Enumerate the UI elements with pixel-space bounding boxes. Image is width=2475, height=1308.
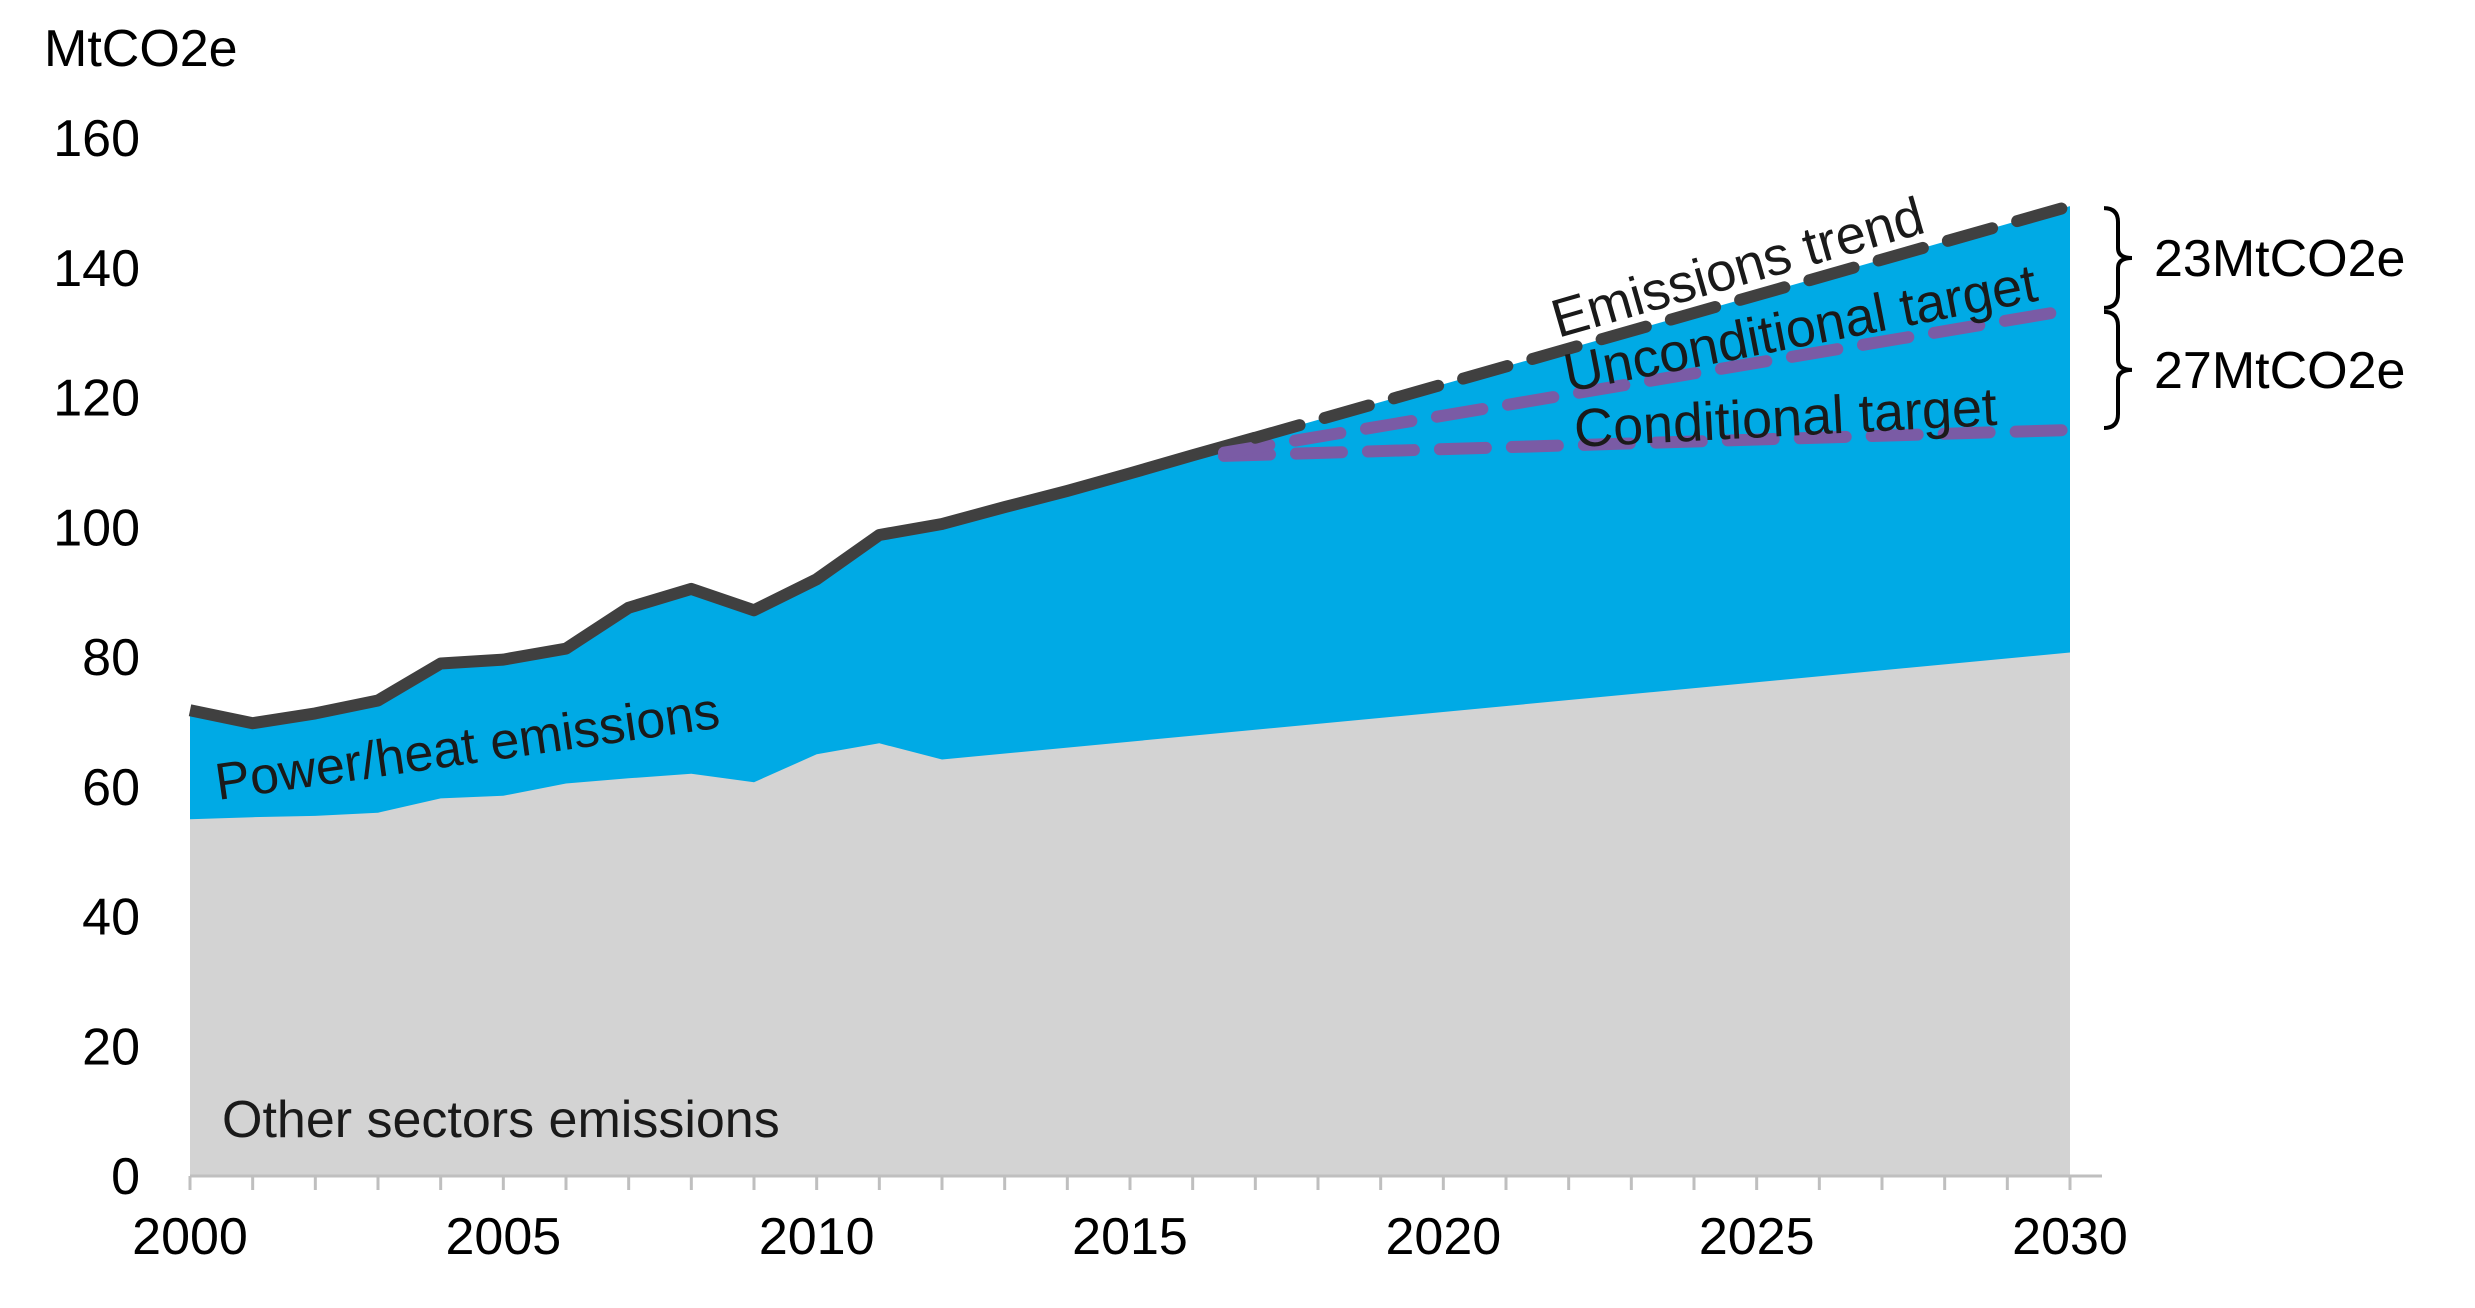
area-other-sectors <box>190 652 2070 1176</box>
y-tick-label: 120 <box>53 370 140 428</box>
y-tick-label: 80 <box>82 629 140 687</box>
x-tick-label: 2005 <box>445 1208 561 1266</box>
x-tick-label: 2010 <box>759 1208 875 1266</box>
y-tick-label: 160 <box>53 110 140 168</box>
y-tick-label: 40 <box>82 889 140 947</box>
x-tick-label: 2020 <box>1385 1208 1501 1266</box>
y-tick-label: 60 <box>82 759 140 817</box>
line-historical-total <box>188 431 1257 730</box>
y-unit-label: MtCO2e <box>44 20 238 78</box>
x-tick-label: 2030 <box>2012 1208 2128 1266</box>
y-tick-label: 100 <box>53 499 140 557</box>
x-tick-label: 2025 <box>1699 1208 1815 1266</box>
y-tick-label: 20 <box>82 1018 140 1076</box>
annotation-layer: 23MtCO2e 27MtCO2e <box>2103 206 2405 430</box>
gap-bracket <box>2103 206 2133 310</box>
x-tick-label: 2015 <box>1072 1208 1188 1266</box>
gap-label: 23MtCO2e <box>2154 230 2405 288</box>
gap-bracket <box>2103 309 2133 430</box>
y-tick-label: 140 <box>53 240 140 298</box>
line-layer <box>188 200 2076 730</box>
area-label-other-sectors: Other sectors emissions <box>222 1091 780 1149</box>
line-unconditional-target <box>1218 303 2076 459</box>
line-conditional-target <box>1218 423 2076 462</box>
axes-layer: 2000 2005 2010 2015 2020 2025 2030 0 20 40 60 80 100… <box>53 110 2128 1266</box>
x-tick-label: 2000 <box>132 1208 248 1266</box>
y-tick-label: 0 <box>111 1148 140 1206</box>
line-emissions-trend <box>1249 200 2076 444</box>
gap-label: 27MtCO2e <box>2154 342 2405 400</box>
